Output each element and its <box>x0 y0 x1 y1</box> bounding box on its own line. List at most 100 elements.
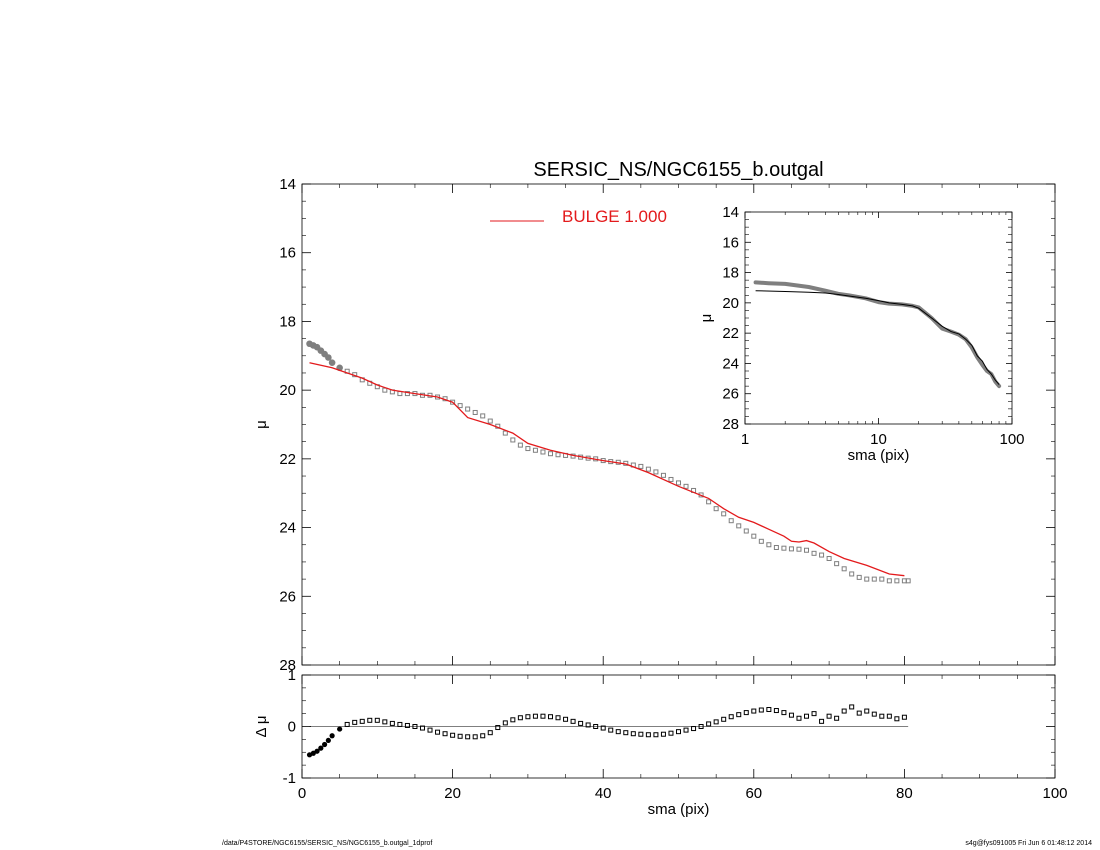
y-tick-label: 14 <box>722 204 739 221</box>
data-point <box>593 724 599 729</box>
data-point <box>743 710 749 716</box>
data-point <box>796 715 802 721</box>
data-point <box>578 720 584 726</box>
data-point <box>653 732 659 738</box>
data-point <box>585 722 591 728</box>
data-point <box>495 725 501 731</box>
data-point <box>645 466 651 472</box>
data-point <box>736 712 742 718</box>
data-point <box>886 578 892 584</box>
data-point <box>901 714 907 720</box>
data-point <box>487 418 493 424</box>
data-point <box>713 719 719 725</box>
data-point <box>419 725 425 731</box>
data-point <box>465 406 471 412</box>
data-point <box>563 716 569 722</box>
data-point <box>743 528 749 534</box>
data-point <box>480 413 486 419</box>
data-point <box>683 727 689 733</box>
y-axis-label: μ <box>253 420 270 429</box>
y-tick-label: 18 <box>722 265 739 282</box>
data-point <box>856 574 862 580</box>
data-point <box>796 546 802 552</box>
data-point <box>819 552 825 558</box>
data-point <box>894 716 900 722</box>
y-tick-label: 28 <box>722 416 739 433</box>
data-point <box>382 387 388 393</box>
data-point <box>871 711 877 717</box>
data-point <box>758 707 764 713</box>
data-point <box>721 716 727 722</box>
x-tick-label: 1 <box>741 431 749 448</box>
data-point <box>849 704 855 710</box>
data-point <box>615 729 621 735</box>
data-point <box>442 731 448 737</box>
y-tick-label: 1 <box>288 667 296 684</box>
data-point <box>397 721 403 727</box>
data-point <box>819 718 825 724</box>
y-tick-label: 20 <box>279 382 296 399</box>
data-point <box>676 480 681 486</box>
data-point <box>668 730 674 736</box>
y-tick-label: 22 <box>279 451 296 468</box>
data-point <box>352 719 358 725</box>
data-point <box>532 447 538 453</box>
data-point <box>834 561 840 567</box>
data-point <box>517 442 523 448</box>
data-point <box>472 409 478 415</box>
data-point <box>457 403 463 409</box>
data-point <box>547 714 553 720</box>
data-point <box>329 733 335 739</box>
data-point <box>856 710 862 716</box>
data-point <box>435 729 441 735</box>
data-point <box>773 708 779 714</box>
data-point <box>623 730 629 736</box>
data-point <box>751 533 757 539</box>
x-tick-label: 40 <box>595 785 612 802</box>
chart-title: SERSIC_NS/NGC6155_b.outgal <box>533 159 823 181</box>
data-point <box>525 446 531 452</box>
data-profile-band <box>753 280 1002 389</box>
data-point <box>864 576 870 582</box>
data-point <box>547 451 553 457</box>
x-tick-label: 60 <box>745 785 762 802</box>
y-tick-label: 18 <box>279 313 296 330</box>
x-tick-label: 100 <box>999 431 1024 448</box>
data-point <box>706 499 712 505</box>
data-point <box>811 711 817 717</box>
data-point <box>404 391 410 397</box>
data-point <box>638 463 644 469</box>
inset-panel-frame <box>744 211 1013 425</box>
data-point <box>517 715 523 721</box>
data-point <box>811 550 817 556</box>
data-point <box>841 708 847 714</box>
y-tick-label: 24 <box>722 355 739 372</box>
data-point <box>367 717 373 723</box>
data-point <box>510 437 516 443</box>
data-point <box>676 729 681 735</box>
footer-timestamp: s4g@fys091005 Fri Jun 6 01:48:12 2014 <box>965 840 1092 847</box>
data-point <box>660 731 666 737</box>
y-tick-label: 26 <box>722 386 739 403</box>
data-point <box>321 741 328 748</box>
data-point <box>804 713 810 719</box>
y-tick-label: 28 <box>279 657 296 674</box>
data-point <box>532 713 538 719</box>
data-point <box>826 713 832 719</box>
data-point <box>834 715 840 721</box>
data-point <box>841 566 847 572</box>
data-point <box>905 578 911 584</box>
data-point <box>630 731 636 737</box>
data-point <box>502 430 508 436</box>
y-tick-label: 0 <box>288 719 296 736</box>
y-tick-label: 20 <box>722 295 739 312</box>
data-point <box>344 721 350 727</box>
data-point <box>728 714 734 720</box>
x-tick-label: 20 <box>444 785 461 802</box>
data-point <box>608 727 614 733</box>
data-point <box>645 732 651 738</box>
data-point <box>374 717 380 723</box>
data-point <box>713 506 719 512</box>
data-point <box>510 717 516 723</box>
